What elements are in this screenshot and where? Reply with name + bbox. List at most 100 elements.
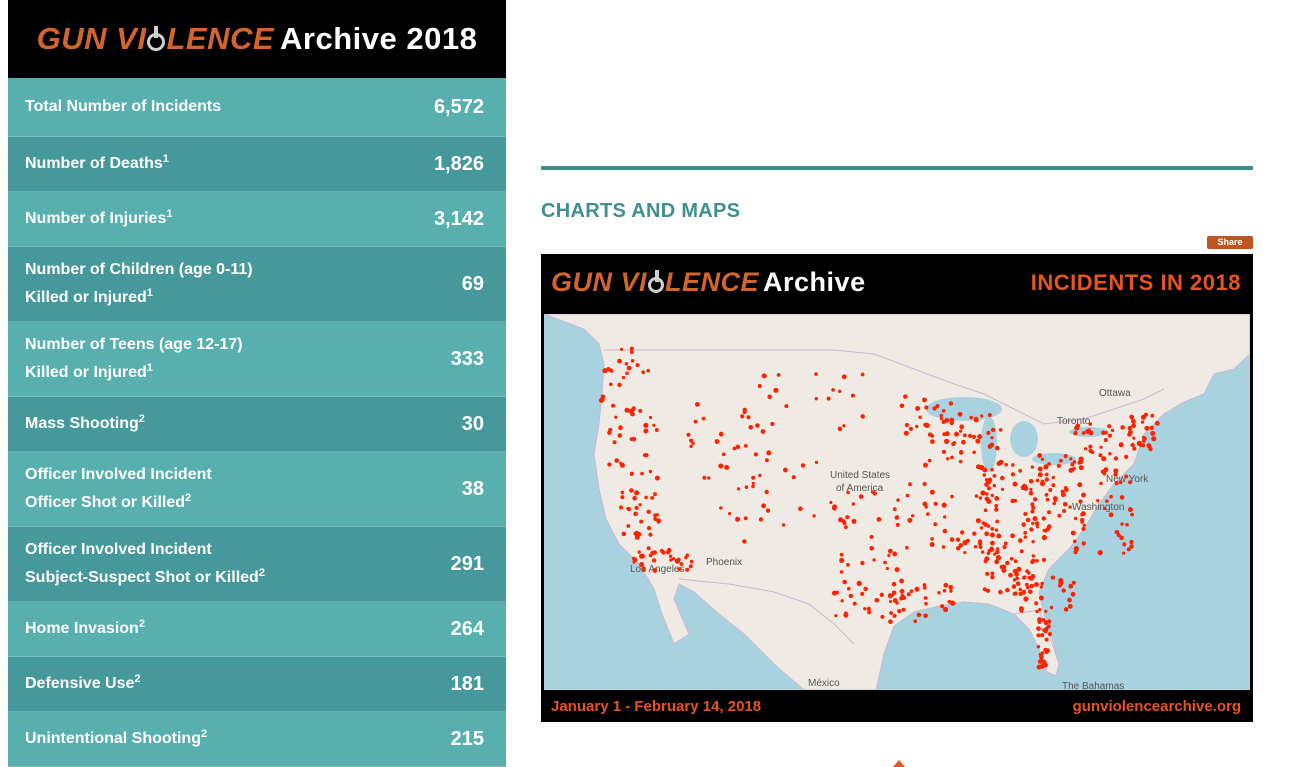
incident-dot [1029,583,1034,589]
incident-dot [1120,425,1125,430]
footnote-marker[interactable]: 2 [134,673,141,685]
incident-dot [1028,589,1033,595]
map-source-url[interactable]: gunviolencearchive.org [1072,698,1241,715]
incident-dot [654,428,659,432]
incident-dot [761,503,766,509]
stat-label-line1: Unintentional Shooting [25,730,201,747]
footnote-marker[interactable]: 1 [166,208,173,220]
incident-dot [1000,487,1005,491]
map-canvas[interactable]: Ottawa Toronto United States of America … [544,314,1250,690]
incident-dot [994,507,999,512]
incident-dot [773,387,779,393]
incident-dot [743,444,748,448]
incident-dot [1110,428,1115,433]
incident-dot [915,424,919,429]
share-button[interactable]: Share [1207,236,1253,249]
incident-dot [1030,509,1035,514]
incident-dot [839,557,845,563]
incident-dot [629,346,634,351]
incident-dot [923,422,928,427]
map-logo-text-gun-violence: GUN VI LENCE [551,267,760,297]
footnote-marker[interactable]: 1 [146,362,153,374]
incident-dot [648,469,653,474]
incident-dot [870,490,875,494]
incident-dot [611,403,616,408]
footnote-marker[interactable]: 2 [258,567,265,579]
incident-dot [1048,488,1053,492]
footnote-marker[interactable]: 2 [185,492,192,504]
incident-dot [895,522,900,527]
incident-dot [1037,472,1043,478]
incident-dot [718,431,724,437]
map-gva-logo: GUN VI LENCE Archive [551,267,866,298]
stat-row: Officer Involved Incident Officer Shot or… [8,452,506,527]
incident-dot [1081,431,1086,435]
stat-row: Unintentional Shooting2 215 [8,712,506,767]
north-america-land [544,314,1250,690]
incident-dot [914,586,920,592]
incident-dot [1018,587,1023,592]
florida-peninsula [1012,609,1060,677]
incident-dot [907,517,913,523]
incident-dot [837,426,843,432]
incident-dot [638,408,643,413]
incident-dot [977,541,983,546]
incident-dot [930,439,935,444]
footnote-marker[interactable]: 2 [200,728,208,740]
incident-dot [1009,556,1014,561]
incident-map[interactable]: Ottawa Toronto United States of America … [544,314,1250,690]
stat-value: 291 [450,552,484,575]
incident-dot [1042,628,1046,632]
incident-dot [1098,453,1103,458]
incident-dot [1034,601,1039,606]
incident-dot [1136,440,1142,446]
incident-dot [943,606,949,613]
footnote-marker[interactable]: 2 [138,618,145,630]
incident-dot [634,534,640,540]
incident-dot [1051,483,1056,488]
incident-dot [1107,424,1112,429]
incident-dot [620,495,625,500]
incident-dot [1141,443,1146,448]
incident-dot [1028,490,1034,496]
incident-dot [630,488,634,493]
incident-dot [860,560,865,566]
incident-dot [894,567,900,573]
incident-dot [838,389,842,393]
incidents-map-widget[interactable]: GUN VI LENCE Archive INCIDENTS IN 2018 [541,254,1253,722]
incident-dot [994,559,1000,565]
incident-dot [987,548,992,553]
incident-dot [1053,498,1058,503]
stat-label: Number of Deaths1 [25,150,169,178]
incident-dot [624,362,629,366]
incident-dot [1120,522,1124,526]
incident-dot [826,396,831,401]
footnote-marker[interactable]: 1 [162,153,169,165]
footnote-marker[interactable]: 2 [138,413,145,425]
footnote-marker[interactable]: 1 [146,287,153,299]
label-mexico: México [808,678,840,689]
incident-dot [1037,659,1043,664]
incident-dot [1103,437,1108,443]
incident-dot [984,556,990,562]
incident-dot [1061,588,1066,593]
incident-dot [641,370,645,374]
incident-dot [1025,517,1031,523]
incident-dot [1030,559,1035,565]
stat-label-line2: Killed or Injured [25,289,147,306]
stat-value: 30 [461,412,484,435]
incident-dot [1101,456,1107,462]
map-labels: Ottawa Toronto United States of America … [630,388,1149,690]
incident-dot [1040,479,1045,484]
incident-dot [972,531,977,536]
incident-dot [1129,544,1134,549]
incident-dot [1003,541,1008,546]
incident-dot [1078,465,1084,471]
incident-dot [1114,529,1120,535]
incident-dot [724,464,730,470]
incident-dot [1081,492,1086,498]
gva-logo-header[interactable]: GUN VI LENCE Archive 2018 [8,0,506,78]
incident-dot [1037,466,1043,472]
incident-dot [1011,463,1015,467]
incident-dot [1038,652,1043,657]
